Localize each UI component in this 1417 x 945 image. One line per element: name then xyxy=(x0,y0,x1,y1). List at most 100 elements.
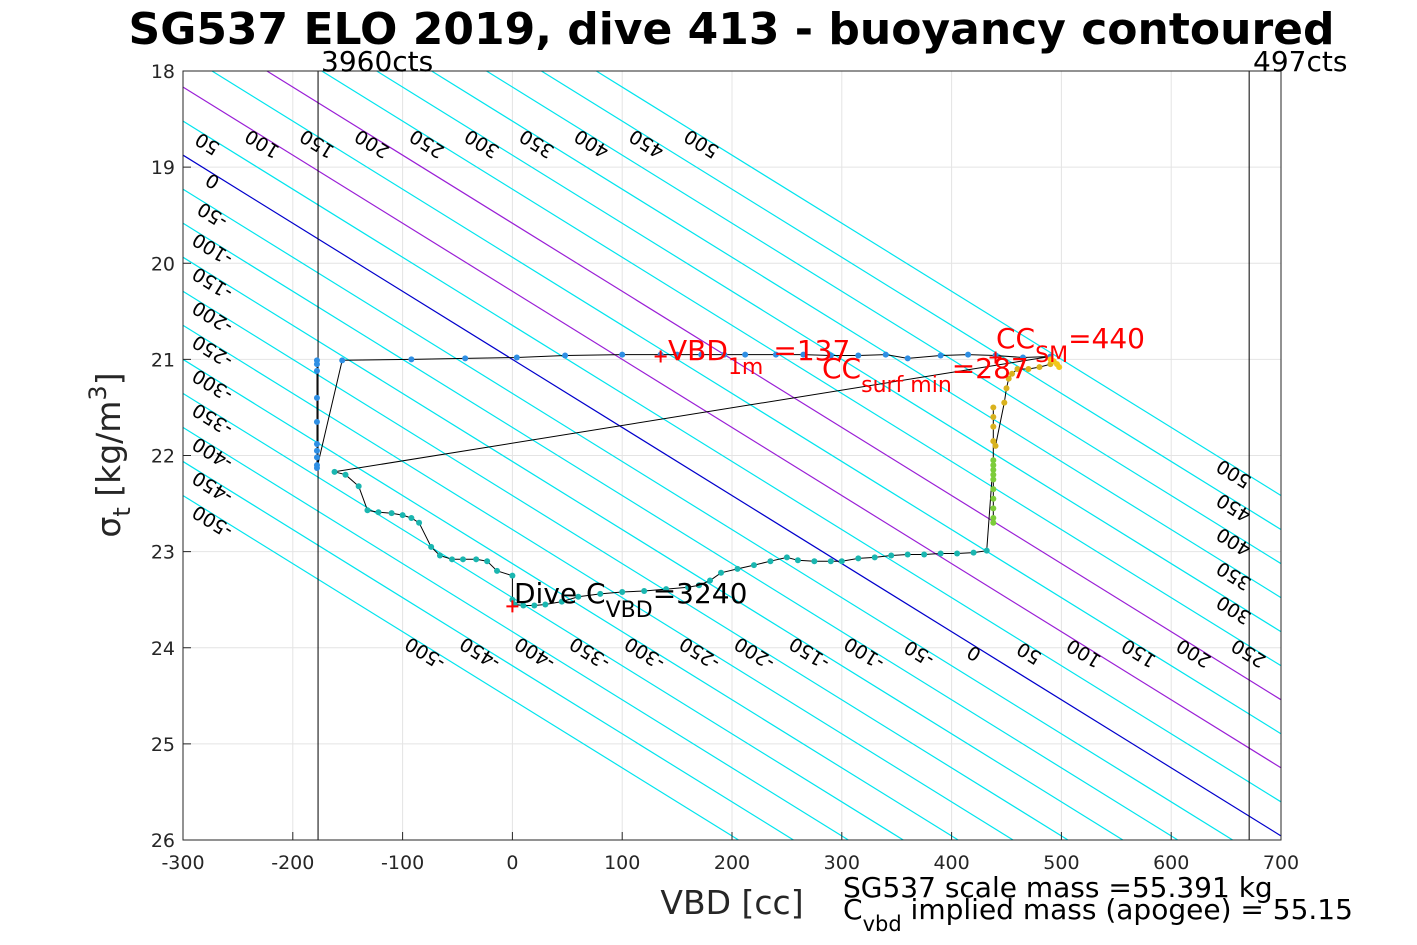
data-point xyxy=(990,457,997,464)
data-point xyxy=(663,586,670,593)
data-point xyxy=(542,601,549,608)
data-point xyxy=(619,351,626,358)
contour-line xyxy=(266,71,1281,701)
data-point xyxy=(794,557,801,564)
data-point xyxy=(1005,375,1012,382)
data-point xyxy=(742,351,749,358)
data-point xyxy=(871,554,878,561)
data-point xyxy=(558,598,565,605)
data-point xyxy=(990,476,997,483)
contour-label: 350 xyxy=(516,124,558,162)
contour-line xyxy=(541,71,1281,531)
y-tick-label: 19 xyxy=(151,157,175,179)
data-point xyxy=(707,577,714,584)
data-point xyxy=(718,569,725,576)
x-tick-label: 400 xyxy=(933,852,969,874)
x-axis-label: VBD [cc] xyxy=(660,883,803,922)
data-point xyxy=(313,367,320,374)
data-point xyxy=(520,602,527,609)
data-point xyxy=(399,512,406,519)
buoyancy-contours xyxy=(183,71,1281,840)
data-point xyxy=(416,519,423,526)
annotation-vbd-1m: VBD1m=137 xyxy=(668,334,850,380)
data-point xyxy=(970,549,977,556)
data-point xyxy=(811,558,818,565)
implied-mass-post: implied mass (apogee) = 55.15 xyxy=(901,893,1353,926)
y-tick-label: 26 xyxy=(151,830,175,852)
data-point xyxy=(800,351,807,358)
contour-line xyxy=(211,71,1281,735)
implied-mass-note: Cvbd implied mass (apogee) = 55.15 xyxy=(843,893,1353,936)
data-point xyxy=(750,562,757,569)
contour-label: -300 xyxy=(189,364,237,405)
data-point xyxy=(674,351,681,358)
data-point xyxy=(904,551,911,558)
data-point xyxy=(408,356,415,363)
data-point xyxy=(904,355,911,362)
y-tick-label: 22 xyxy=(151,446,175,468)
y-tick-label: 21 xyxy=(151,349,175,371)
scale-mass-note: SG537 scale mass =55.391 kg xyxy=(843,871,1273,904)
contour-label: 100 xyxy=(1063,634,1105,672)
contour-label: 100 xyxy=(241,124,283,162)
data-point xyxy=(990,519,997,526)
contour-label: 200 xyxy=(351,124,393,162)
contour-label: 500 xyxy=(680,124,722,162)
contour-line xyxy=(183,494,739,840)
contour-label: -250 xyxy=(189,330,237,371)
contour-label: 50 xyxy=(191,128,223,159)
data-point xyxy=(1014,365,1021,372)
data-point xyxy=(388,510,395,517)
marker-cross xyxy=(506,600,519,613)
data-point xyxy=(990,462,997,469)
data-point xyxy=(965,351,972,358)
data-point xyxy=(990,486,997,493)
contour-label: -150 xyxy=(786,632,834,673)
contour-line xyxy=(431,71,1281,599)
data-point xyxy=(855,352,862,359)
data-point xyxy=(313,454,320,461)
contour-line xyxy=(183,392,904,840)
contour-line xyxy=(183,256,1124,840)
data-point xyxy=(484,558,491,565)
contour-line xyxy=(183,86,1281,769)
data-point xyxy=(783,554,790,561)
contour-label: -300 xyxy=(621,632,669,673)
contour-label: -500 xyxy=(189,500,237,541)
contour-label: -450 xyxy=(189,466,237,507)
svg-text:σt [kg/m3]: σt [kg/m3] xyxy=(84,372,136,537)
marker-cross xyxy=(989,351,1002,364)
contour-label: 450 xyxy=(626,124,668,162)
data-point xyxy=(355,483,362,490)
data-point xyxy=(313,464,320,471)
y-axis-units-close: ] xyxy=(89,372,128,385)
data-point xyxy=(990,466,997,473)
top-right-label: 497cts xyxy=(1253,45,1347,78)
data-point xyxy=(990,495,997,502)
contour-label: -400 xyxy=(189,432,237,473)
contour-label: -500 xyxy=(401,632,449,673)
data-point xyxy=(838,558,845,565)
contour-label: 400 xyxy=(571,124,613,162)
contour-label: -50 xyxy=(900,635,938,670)
data-point xyxy=(364,507,371,514)
data-point xyxy=(531,602,538,609)
contour-label: 0 xyxy=(963,640,985,665)
data-point xyxy=(342,471,349,478)
contour-line xyxy=(183,324,1014,840)
data-point xyxy=(408,514,415,521)
data-point xyxy=(983,547,990,554)
data-point xyxy=(696,582,703,589)
data-point xyxy=(1019,354,1026,361)
data-point xyxy=(990,514,997,521)
data-point xyxy=(698,351,705,358)
data-point xyxy=(992,442,999,449)
data-point xyxy=(767,558,774,565)
data-point xyxy=(937,352,944,359)
annotation-cc-sm: CCSM=440 xyxy=(996,322,1145,368)
x-tick-label: 0 xyxy=(506,852,518,874)
data-point xyxy=(513,354,520,361)
data-point xyxy=(562,352,569,359)
data-point xyxy=(1001,399,1008,406)
